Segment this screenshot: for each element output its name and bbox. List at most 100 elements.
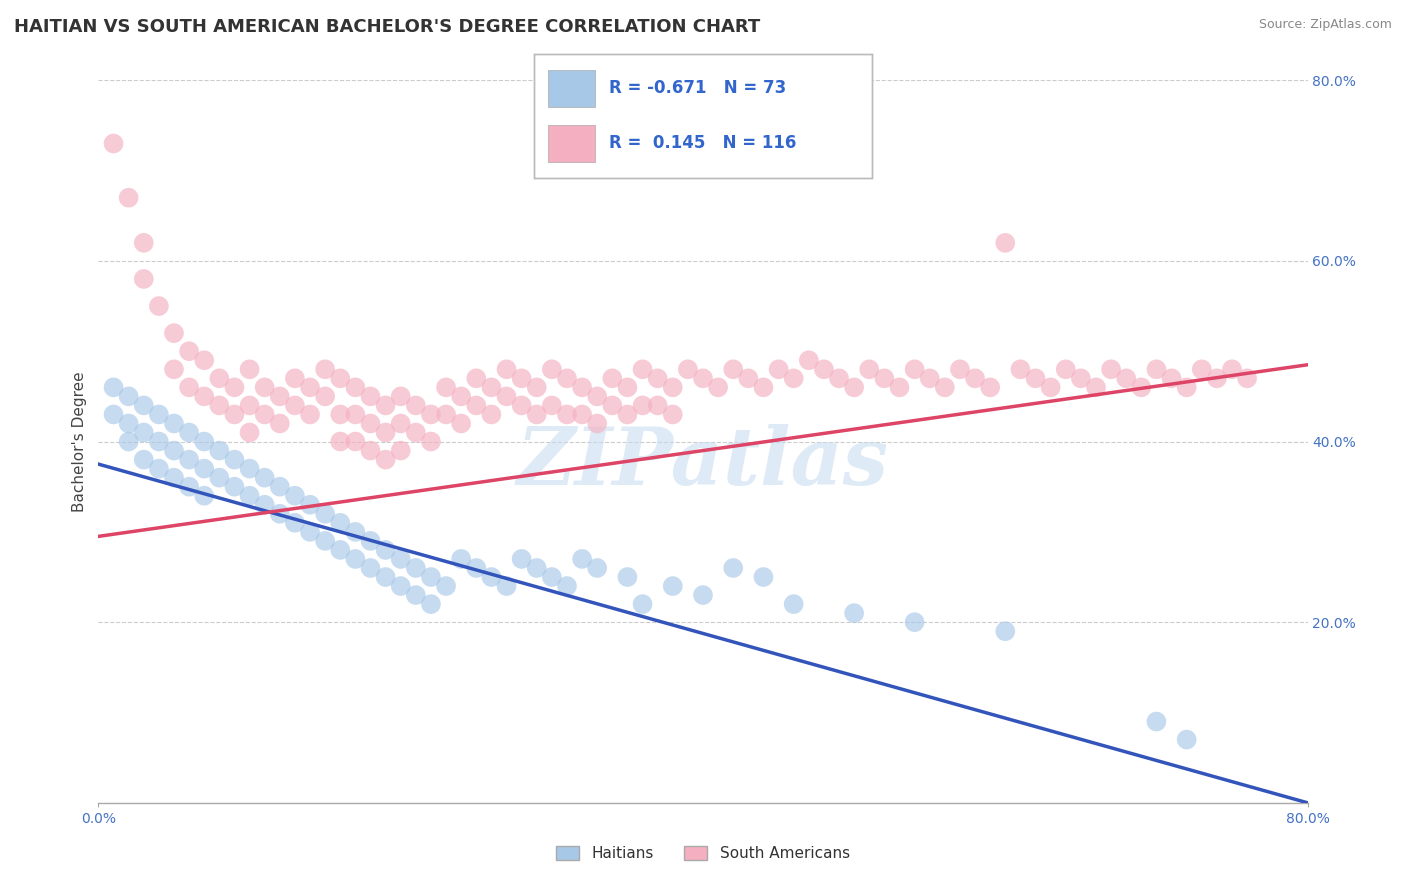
Point [314, 362, 336, 376]
Point [239, 398, 262, 412]
Point [858, 362, 880, 376]
Point [253, 380, 276, 394]
Point [1099, 362, 1122, 376]
Point [918, 371, 941, 385]
Point [495, 362, 517, 376]
Point [555, 579, 578, 593]
Point [132, 425, 155, 440]
Point [148, 461, 170, 475]
Point [374, 570, 396, 584]
Point [510, 552, 533, 566]
Point [602, 398, 624, 412]
Point [163, 443, 186, 458]
Point [374, 542, 396, 557]
Point [284, 398, 307, 412]
Point [360, 389, 382, 403]
Point [299, 380, 322, 394]
Point [329, 408, 352, 422]
Text: HAITIAN VS SOUTH AMERICAN BACHELOR'S DEGREE CORRELATION CHART: HAITIAN VS SOUTH AMERICAN BACHELOR'S DEG… [14, 18, 761, 36]
Point [676, 362, 699, 376]
Point [602, 371, 624, 385]
Point [768, 362, 790, 376]
Point [1220, 362, 1243, 376]
Point [707, 380, 730, 394]
Point [360, 561, 382, 575]
Point [374, 398, 396, 412]
Point [239, 461, 262, 475]
Point [526, 380, 548, 394]
Point [844, 606, 866, 620]
Point [420, 570, 443, 584]
Point [1206, 371, 1229, 385]
Point [269, 389, 291, 403]
Point [586, 417, 609, 431]
Point [360, 443, 382, 458]
Legend: Haitians, South Americans: Haitians, South Americans [550, 840, 856, 867]
Point [949, 362, 972, 376]
Point [132, 398, 155, 412]
Point [1070, 371, 1092, 385]
Point [329, 434, 352, 449]
Point [555, 371, 578, 385]
Point [510, 398, 533, 412]
Point [405, 588, 427, 602]
Point [132, 235, 155, 250]
Point [481, 570, 503, 584]
Point [344, 380, 367, 394]
Point [1115, 371, 1137, 385]
Point [118, 434, 141, 449]
Point [420, 408, 443, 422]
Point [420, 597, 443, 611]
Point [844, 380, 866, 394]
Point [253, 408, 276, 422]
Point [661, 380, 683, 394]
Point [389, 417, 412, 431]
FancyBboxPatch shape [548, 125, 595, 162]
Point [374, 425, 396, 440]
Point [239, 362, 262, 376]
Point [239, 489, 262, 503]
Point [616, 408, 638, 422]
Point [723, 362, 745, 376]
Point [163, 471, 186, 485]
Point [434, 408, 457, 422]
Point [374, 452, 396, 467]
Text: ZIPatlas: ZIPatlas [517, 425, 889, 502]
Point [314, 533, 336, 548]
Point [1054, 362, 1077, 376]
Point [540, 398, 562, 412]
Point [465, 561, 488, 575]
Point [179, 380, 201, 394]
Point [450, 417, 472, 431]
Point [420, 434, 443, 449]
Point [314, 507, 336, 521]
Point [118, 417, 141, 431]
Point [571, 380, 593, 394]
Point [1130, 380, 1153, 394]
Point [1191, 362, 1213, 376]
Point [465, 398, 488, 412]
Point [1010, 362, 1032, 376]
Point [434, 380, 457, 394]
Point [979, 380, 1001, 394]
Point [647, 398, 669, 412]
Point [828, 371, 851, 385]
Point [163, 417, 186, 431]
Point [314, 389, 336, 403]
Text: R =  0.145   N = 116: R = 0.145 N = 116 [609, 135, 796, 153]
Point [344, 524, 367, 539]
Point [299, 408, 322, 422]
Point [208, 398, 231, 412]
Point [269, 417, 291, 431]
Point [465, 371, 488, 385]
Point [481, 380, 503, 394]
Point [103, 408, 125, 422]
Point [555, 408, 578, 422]
Point [193, 461, 215, 475]
Point [224, 408, 246, 422]
Point [284, 516, 307, 530]
Point [405, 398, 427, 412]
Point [118, 191, 141, 205]
Point [344, 552, 367, 566]
Point [783, 597, 806, 611]
